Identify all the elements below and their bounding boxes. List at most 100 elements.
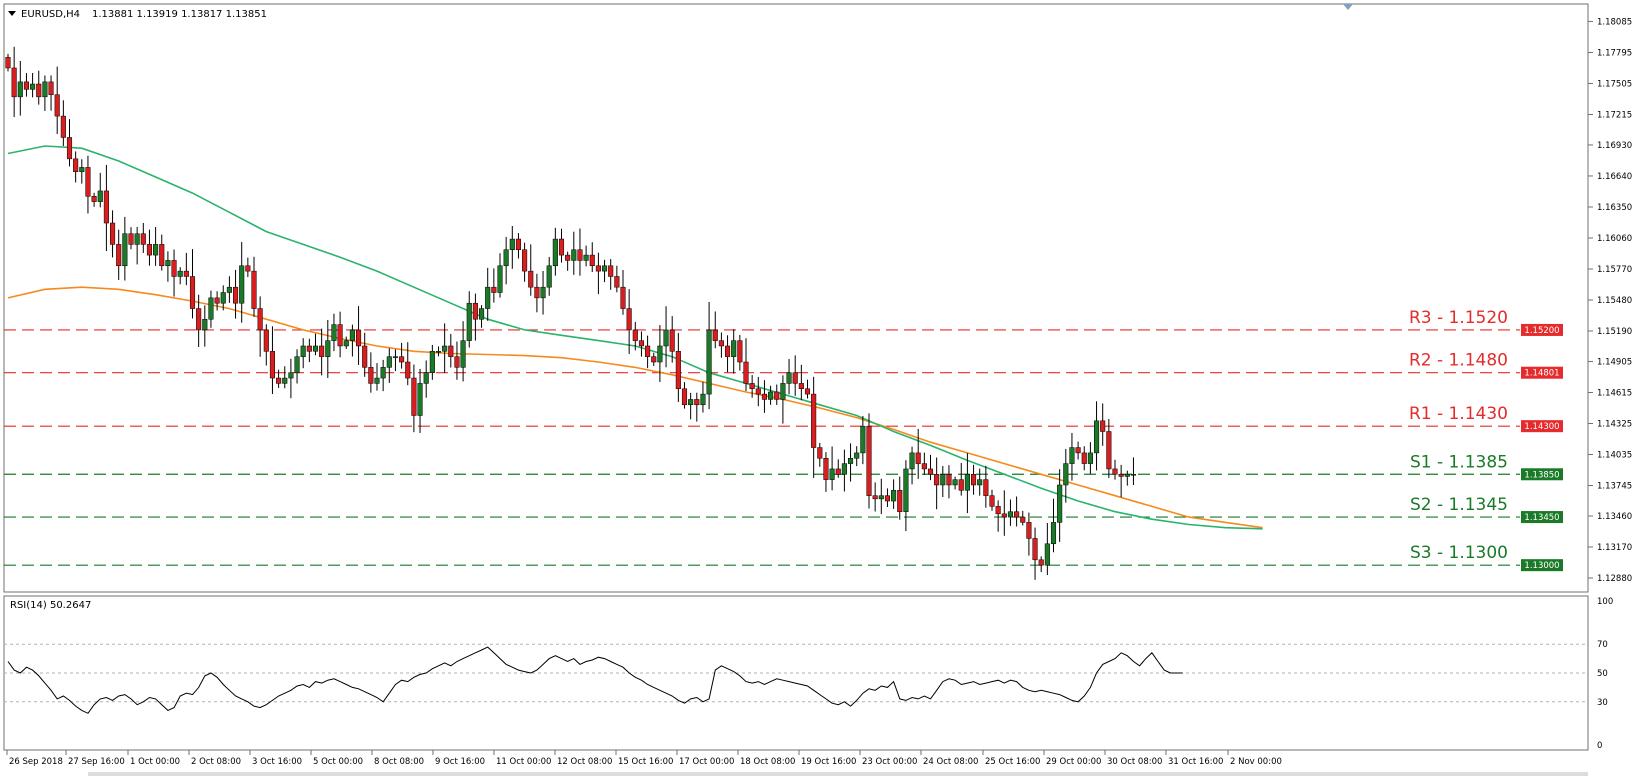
candle[interactable] [319,328,325,376]
candle[interactable] [638,331,645,357]
candle[interactable] [989,489,995,511]
candle[interactable] [1007,499,1014,526]
candle[interactable] [239,242,245,323]
candle[interactable] [196,294,202,347]
candle[interactable] [663,306,669,368]
candle[interactable] [134,227,140,265]
candle[interactable] [792,355,798,396]
candle[interactable] [1063,448,1069,503]
candle[interactable] [337,311,343,358]
candle[interactable] [460,321,466,382]
candle[interactable] [1094,401,1100,471]
candle[interactable] [558,228,565,263]
candle[interactable] [159,234,165,271]
candle[interactable] [423,360,429,398]
candle[interactable] [804,379,811,399]
candle[interactable] [515,233,522,259]
candle[interactable] [146,229,152,266]
candle[interactable] [589,242,595,273]
candle[interactable] [841,449,847,492]
candle[interactable] [700,381,706,413]
candle[interactable] [269,326,275,394]
candle[interactable] [866,413,872,509]
candle[interactable] [718,332,724,358]
candle[interactable] [245,257,251,278]
price-pane[interactable] [3,3,1589,593]
candle[interactable] [645,335,651,369]
candle[interactable] [854,446,860,467]
candle[interactable] [183,252,189,286]
candle[interactable] [1100,403,1106,446]
candle[interactable] [780,375,786,424]
candle[interactable] [11,46,17,118]
candle[interactable] [392,349,398,372]
candle[interactable] [116,229,122,280]
candle[interactable] [30,72,36,98]
candle[interactable] [23,73,29,97]
candle[interactable] [85,155,91,214]
candle[interactable] [17,60,23,116]
candle[interactable] [583,245,589,267]
candle[interactable] [681,382,688,409]
candle[interactable] [1032,527,1038,580]
candle[interactable] [122,216,128,281]
candle[interactable] [491,268,497,303]
candle[interactable] [1106,419,1112,478]
candle[interactable] [897,476,903,520]
candle[interactable] [952,476,958,490]
candle[interactable] [343,336,349,349]
candle[interactable] [165,251,171,282]
candle[interactable] [1038,556,1044,573]
candle[interactable] [774,384,780,405]
candle[interactable] [577,228,583,276]
candle[interactable] [860,415,866,465]
candle[interactable] [1081,446,1087,471]
candle[interactable] [620,270,626,315]
candle[interactable] [479,305,485,328]
candle[interactable] [909,446,915,485]
collapse-triangle-icon[interactable] [8,11,16,16]
candle[interactable] [399,342,405,369]
candle[interactable] [368,352,374,393]
chart-shift-marker-icon[interactable] [1343,4,1353,10]
candle[interactable] [958,463,964,496]
candle[interactable] [571,231,577,275]
candle[interactable] [688,392,694,420]
candle[interactable] [626,289,632,354]
candle[interactable] [208,290,214,328]
candle[interactable] [257,296,263,357]
candle[interactable] [306,338,312,363]
candle[interactable] [1112,459,1118,480]
candle[interactable] [103,164,109,252]
candle[interactable] [189,249,196,319]
candle[interactable] [54,66,60,134]
candle[interactable] [1001,490,1007,536]
candle[interactable] [263,324,269,366]
candle[interactable] [798,364,804,401]
candle[interactable] [891,479,897,509]
candle[interactable] [48,75,54,111]
candle[interactable] [294,349,300,384]
candle[interactable] [405,342,411,386]
candle[interactable] [220,285,226,311]
candle[interactable] [848,443,854,482]
candle[interactable] [226,276,232,303]
candle[interactable] [60,100,66,146]
candle[interactable] [528,244,534,296]
candle[interactable] [442,323,448,373]
candle[interactable] [552,227,558,276]
candle[interactable] [546,256,552,296]
candle[interactable] [417,368,423,433]
candle[interactable] [817,442,823,467]
candle[interactable] [454,341,460,380]
candle[interactable] [276,369,282,388]
candle[interactable] [823,452,829,492]
candle[interactable] [472,293,478,341]
candle[interactable] [749,375,755,398]
candle[interactable] [1075,441,1081,460]
candle[interactable] [971,464,977,495]
candle[interactable] [534,273,540,313]
candle[interactable] [282,366,288,389]
candle[interactable] [964,453,970,514]
candle[interactable] [1118,464,1124,498]
